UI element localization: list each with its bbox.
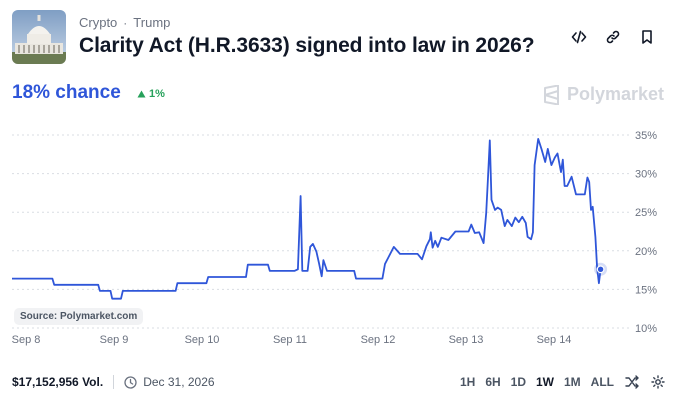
breadcrumb-separator: ·: [123, 15, 128, 30]
range-1h[interactable]: 1H: [459, 375, 476, 389]
price-chart[interactable]: 35% 30% 25% 20% 15% 10% Sep 8 Sep 9 Sep 10 Sep 1…: [0, 118, 680, 350]
range-1m[interactable]: 1M: [564, 375, 581, 389]
chart-grid: [12, 134, 632, 329]
copy-link-button[interactable]: [602, 26, 624, 48]
y-tick-label: 30%: [635, 169, 657, 181]
polymarket-brand: Polymarket: [543, 84, 664, 105]
polymarket-logo-icon: [543, 84, 559, 105]
range-all[interactable]: ALL: [590, 375, 614, 389]
breadcrumb-category[interactable]: Crypto: [79, 15, 118, 30]
y-axis: 35% 30% 25% 20% 15% 10%: [635, 130, 657, 335]
y-tick-label: 10%: [635, 323, 657, 335]
range-1d[interactable]: 1D: [510, 375, 526, 389]
market-thumbnail: [12, 10, 66, 64]
market-title: Clarity Act (H.R.3633) signed into law i…: [79, 34, 535, 57]
breadcrumb: Crypto · Trump: [79, 15, 170, 30]
x-tick-label: Sep 14: [537, 334, 572, 346]
embed-icon: [571, 30, 587, 44]
end-date: Dec 31, 2026: [124, 375, 215, 389]
delta-value: 1%: [149, 88, 165, 100]
clock-icon: [124, 375, 137, 389]
y-tick-label: 25%: [635, 207, 657, 219]
chance-value: 18% chance: [12, 82, 121, 103]
bookmark-icon: [642, 30, 652, 44]
bookmark-button[interactable]: [636, 26, 658, 48]
x-tick-label: Sep 10: [185, 334, 220, 346]
x-tick-label: Sep 11: [273, 334, 307, 346]
link-icon: [606, 30, 620, 44]
current-point: [596, 265, 605, 274]
range-selector: 1H 6H 1D 1W 1M ALL: [460, 374, 666, 390]
footer-divider: [113, 375, 115, 389]
y-tick-label: 15%: [635, 284, 657, 296]
x-tick-label: Sep 12: [361, 334, 396, 346]
brand-name: Polymarket: [566, 84, 664, 104]
breadcrumb-subcategory[interactable]: Trump: [133, 15, 171, 30]
header-actions: [568, 26, 658, 48]
y-tick-label: 20%: [635, 246, 657, 258]
embed-button[interactable]: [568, 26, 590, 48]
volume: $17,152,956 Vol.: [12, 375, 104, 389]
y-tick-label: 35%: [635, 130, 657, 142]
range-1w[interactable]: 1W: [536, 375, 554, 389]
shuffle-icon: [625, 375, 639, 389]
x-axis: Sep 8 Sep 9 Sep 10 Sep 11 Sep 12 Sep 13 Sep 14: [12, 334, 572, 346]
shuffle-button[interactable]: [624, 374, 640, 390]
end-date-text: Dec 31, 2026: [143, 375, 215, 389]
x-tick-label: Sep 8: [12, 334, 41, 346]
probability-line: [12, 138, 602, 300]
x-tick-label: Sep 9: [100, 334, 129, 346]
chance-delta: 1%: [137, 88, 165, 100]
triangle-up-icon: [137, 90, 146, 98]
range-6h[interactable]: 6H: [485, 375, 501, 389]
capitol-image: [12, 10, 66, 64]
gear-icon: [651, 375, 665, 389]
footer: $17,152,956 Vol. Dec 31, 2026 1H 6H 1D 1…: [12, 374, 666, 390]
source-label: Source: Polymarket.com: [14, 308, 144, 325]
x-tick-label: Sep 13: [449, 334, 484, 346]
settings-button[interactable]: [650, 374, 666, 390]
